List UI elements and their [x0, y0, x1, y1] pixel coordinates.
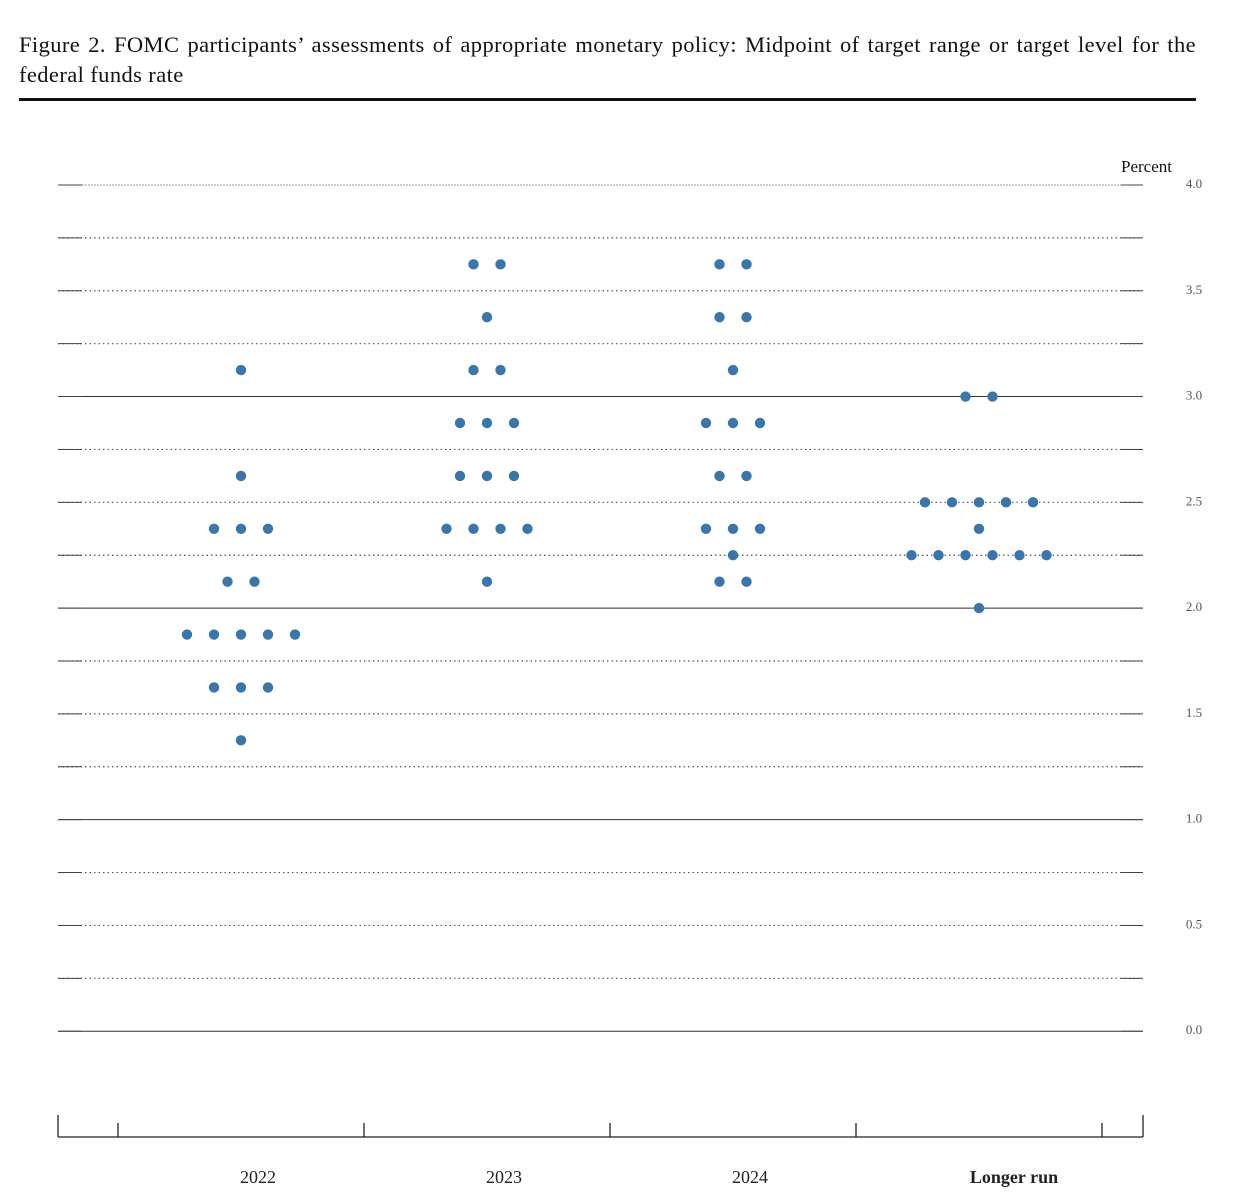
dot: [741, 576, 752, 587]
dot: [289, 629, 301, 640]
dot: [960, 391, 971, 402]
dot: [727, 523, 739, 534]
dot: [754, 417, 766, 429]
dot: [906, 550, 917, 561]
dot: [208, 523, 220, 534]
dot: [700, 417, 712, 429]
dot: [235, 364, 247, 376]
dot: [1014, 550, 1025, 561]
x-tick-label: Longer run: [970, 1167, 1058, 1187]
dot: [208, 682, 220, 693]
dot: [208, 629, 220, 640]
dot: [508, 470, 520, 482]
dot: [222, 576, 233, 587]
x-tick-label: 2023: [486, 1167, 522, 1187]
dot: [741, 312, 752, 323]
dot: [495, 259, 506, 270]
dot: [946, 497, 958, 508]
dot: [987, 391, 998, 402]
chart-title: Figure 2. FOMC participants’ assessments…: [19, 30, 1196, 101]
dot: [235, 523, 247, 534]
dot: [235, 470, 247, 482]
dot: [987, 550, 998, 561]
dot: [262, 682, 274, 693]
y-tick-label: 0.0: [1186, 1022, 1202, 1037]
dot: [262, 629, 274, 640]
dot: [468, 523, 479, 534]
dot: [468, 259, 479, 270]
dot: [522, 523, 533, 534]
dot: [235, 735, 247, 746]
dot: [973, 497, 985, 508]
y-tick-label: 3.5: [1186, 282, 1202, 297]
dot: [454, 470, 466, 482]
y-tick-label: 4.0: [1186, 176, 1202, 191]
dot: [714, 576, 725, 587]
x-tick-label: 2024: [732, 1167, 768, 1187]
dot: [727, 417, 739, 429]
dot: [262, 523, 274, 534]
dot: [481, 576, 493, 587]
dot: [933, 550, 944, 561]
dot: [495, 523, 506, 534]
dot: [249, 576, 260, 587]
dot: [495, 364, 506, 376]
dot: [481, 417, 493, 429]
y-tick-label: 2.5: [1186, 493, 1202, 508]
dot: [508, 417, 520, 429]
dot: [919, 497, 931, 508]
dot: [960, 550, 971, 561]
y-tick-label: 1.5: [1186, 705, 1202, 720]
dot: [714, 470, 725, 482]
dot: [181, 629, 193, 640]
dot: [1000, 497, 1012, 508]
dot: [727, 364, 739, 376]
y-tick-label: 2.0: [1186, 599, 1202, 614]
dot: [973, 523, 985, 534]
dot: [754, 523, 766, 534]
x-tick-label: 2022: [240, 1167, 276, 1187]
dot: [481, 470, 493, 482]
dot: [714, 312, 725, 323]
y-tick-label: 1.0: [1186, 811, 1202, 826]
dot: [727, 550, 739, 561]
dot: [973, 602, 985, 614]
dot: [714, 259, 725, 270]
dot: [454, 417, 466, 429]
dot: [235, 682, 247, 693]
dot: [1041, 550, 1052, 561]
dot: [741, 259, 752, 270]
dot: [481, 312, 493, 323]
dot: [741, 470, 752, 482]
dot: [1027, 497, 1039, 508]
y-tick-label: 0.5: [1186, 916, 1202, 931]
y-tick-label: 3.0: [1186, 388, 1202, 403]
dot: [235, 629, 247, 640]
dot: [700, 523, 712, 534]
y-axis-label: Percent: [1121, 157, 1172, 176]
dot: [441, 523, 452, 534]
dot: [468, 364, 479, 376]
